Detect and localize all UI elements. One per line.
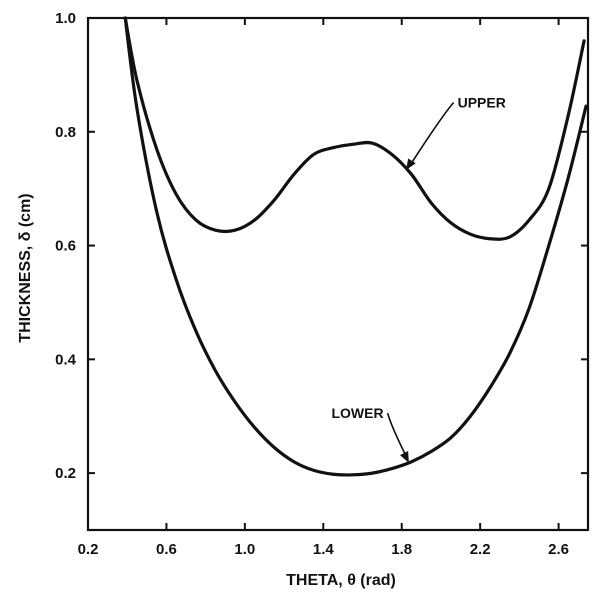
x-tick-label: 2.6 [548, 541, 569, 558]
annotation-leader-lower [386, 412, 408, 458]
y-tick-label: 0.4 [55, 351, 77, 368]
x-tick-label: 2.2 [470, 541, 491, 558]
annotation-leader-upper [409, 101, 455, 165]
y-axis: 0.2 0.4 0.6 0.8 1.0 [55, 10, 588, 482]
series-line-upper [123, 16, 586, 241]
annotation-label-lower: LOWER [331, 405, 383, 421]
annotation-arrow-lower [400, 451, 409, 463]
y-tick-label: 1.0 [55, 10, 76, 27]
y-tick-label: 0.2 [55, 465, 76, 482]
curve-annotations: UPPER LOWER [331, 94, 506, 463]
x-tick-label: 1.4 [313, 541, 335, 558]
x-tick-label: 0.6 [156, 541, 177, 558]
series-line-lower [123, 16, 588, 477]
x-tick-label: 1.8 [391, 541, 412, 558]
x-tick-label: 0.2 [78, 541, 99, 558]
x-tick-label: 1.0 [234, 541, 255, 558]
y-tick-label: 0.8 [55, 124, 76, 141]
series-lines [123, 16, 588, 477]
annotation-label-upper: UPPER [458, 94, 506, 110]
x-axis: 0.2 0.6 1.0 1.4 1.8 2.2 2.6 [78, 18, 569, 558]
y-axis-label: THICKNESS, δ (cm) [17, 193, 34, 342]
annotation-arrow-upper [406, 158, 416, 171]
plot-frame [86, 16, 590, 532]
y-tick-label: 0.6 [55, 238, 76, 255]
x-axis-label: THETA, θ (rad) [286, 572, 396, 589]
plot-border [86, 16, 590, 532]
